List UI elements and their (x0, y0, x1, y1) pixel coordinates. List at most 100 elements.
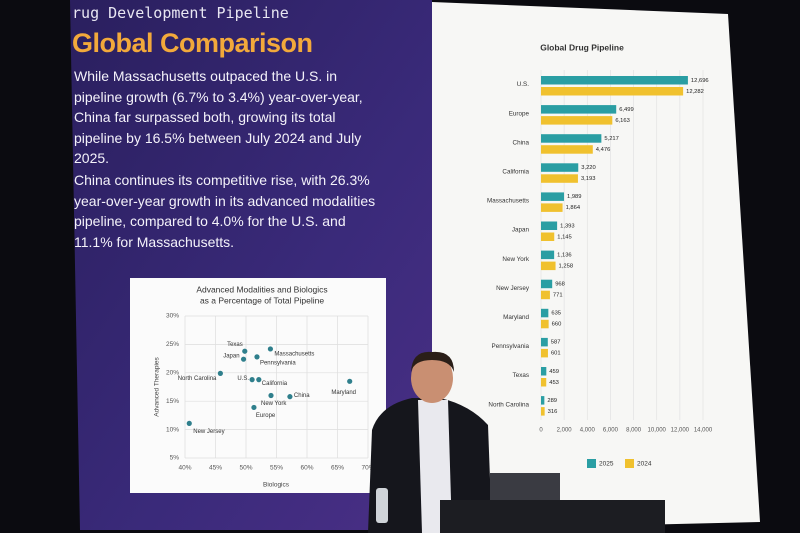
slide-paragraph: While Massachusetts outpaced the U.S. in… (74, 68, 363, 166)
presenter-shirt (418, 400, 452, 533)
x-tick-label: 10,000 (648, 428, 667, 434)
x-tick-label: 6,000 (603, 428, 619, 434)
chart-title: as a Percentage of Total Pipeline (200, 295, 324, 305)
point-label: Maryland (331, 390, 356, 396)
point-label: U.S. (237, 376, 249, 382)
point (186, 420, 192, 426)
value-label: 660 (552, 322, 562, 328)
y-tick-label: 5% (170, 455, 180, 462)
point-label: Texas (227, 342, 243, 348)
value-label: 12,696 (691, 78, 709, 84)
chart-title: Global Drug Pipeline (540, 42, 624, 52)
slide-paragraph: China continues its competitive rise, wi… (74, 172, 376, 250)
value-label: 3,193 (581, 176, 596, 182)
x-tick-label: 45% (209, 465, 222, 472)
podium (440, 500, 665, 533)
bar (541, 221, 558, 230)
point-label: Massachusetts (274, 352, 314, 358)
x-tick-label: 4,000 (580, 428, 596, 434)
bar-chart: Global Drug Pipeline 0 2,000 4,000 6,000 8,00… (487, 42, 713, 468)
x-tick-label: 65% (331, 465, 344, 472)
bar (541, 337, 548, 347)
value-label: 601 (551, 351, 561, 357)
bar (541, 279, 553, 289)
value-label: 6,499 (619, 107, 634, 113)
value-label: 459 (549, 369, 559, 375)
value-label: 4,476 (596, 147, 611, 153)
value-label: 968 (555, 281, 565, 287)
bar (541, 261, 556, 271)
presenter-hair (411, 351, 454, 372)
value-label: 1,136 (557, 252, 572, 258)
bar (541, 308, 549, 318)
y-tick-label: 25% (166, 341, 179, 348)
point (217, 370, 223, 376)
slide-kicker: Drug Development Pipeline (72, 4, 289, 22)
category-label: Massachusetts (487, 198, 529, 205)
slide-right (432, 2, 760, 530)
point-label: China (294, 393, 310, 399)
y-tick-label: 10% (166, 426, 179, 433)
value-label: 1,989 (567, 194, 582, 200)
chart-title: Advanced Modalities and Biologics (196, 284, 327, 294)
kicker-wrap: Drug Development Pipeline (72, 4, 372, 26)
value-label: 12,282 (686, 89, 704, 95)
category-label: Maryland (503, 314, 529, 321)
point (254, 354, 260, 360)
x-tick-label: 60% (300, 465, 313, 472)
legend-swatch (625, 459, 634, 468)
x-axis-label: Biologics (263, 482, 290, 489)
category-label: California (502, 168, 529, 175)
bar (541, 105, 617, 114)
point (251, 404, 257, 411)
bar (541, 348, 548, 358)
value-label: 289 (547, 398, 557, 404)
point-label: New York (261, 401, 287, 407)
laptop (490, 473, 560, 503)
value-label: 453 (549, 380, 559, 386)
bar (541, 174, 578, 183)
bar (541, 134, 602, 143)
value-label: 635 (551, 311, 561, 317)
x-tick-label: 55% (270, 465, 283, 472)
y-tick-label: 30% (166, 313, 179, 320)
x-tick-label: 0 (539, 428, 543, 434)
value-label: 5,217 (604, 136, 619, 142)
x-tick-label: 2,000 (557, 428, 573, 434)
bar (541, 87, 684, 96)
scatter-card (130, 278, 386, 493)
point-label: Japan (223, 354, 239, 360)
point-label: North Carolina (178, 376, 217, 382)
bar (541, 203, 563, 212)
point (347, 378, 353, 384)
bar (541, 145, 593, 154)
value-label: 1,393 (560, 223, 575, 229)
legend-label: 2025 (599, 461, 614, 468)
point-label: California (262, 381, 288, 387)
value-label: 771 (553, 292, 563, 298)
x-tick-label: 70% (361, 465, 374, 472)
legend-label: 2024 (637, 461, 652, 468)
value-label: 1,864 (566, 205, 581, 211)
legend-swatch (587, 459, 596, 468)
bar (541, 396, 545, 405)
bar (541, 378, 547, 387)
bar (541, 192, 565, 201)
bar (541, 367, 547, 376)
point (267, 346, 273, 352)
value-label: 1,145 (557, 234, 572, 240)
category-label: Europe (509, 110, 530, 117)
point (249, 377, 255, 383)
bar (541, 290, 550, 300)
category-label: U.S. (517, 81, 529, 88)
x-tick-label: 8,000 (626, 428, 642, 434)
y-axis-label: Advanced Therapies (154, 357, 161, 417)
point (242, 348, 248, 354)
point (256, 377, 262, 383)
y-tick-label: 15% (166, 398, 179, 405)
x-tick-label: 40% (178, 465, 191, 472)
point-label: Pennsylvania (260, 360, 296, 366)
x-tick-label: 50% (239, 465, 252, 472)
